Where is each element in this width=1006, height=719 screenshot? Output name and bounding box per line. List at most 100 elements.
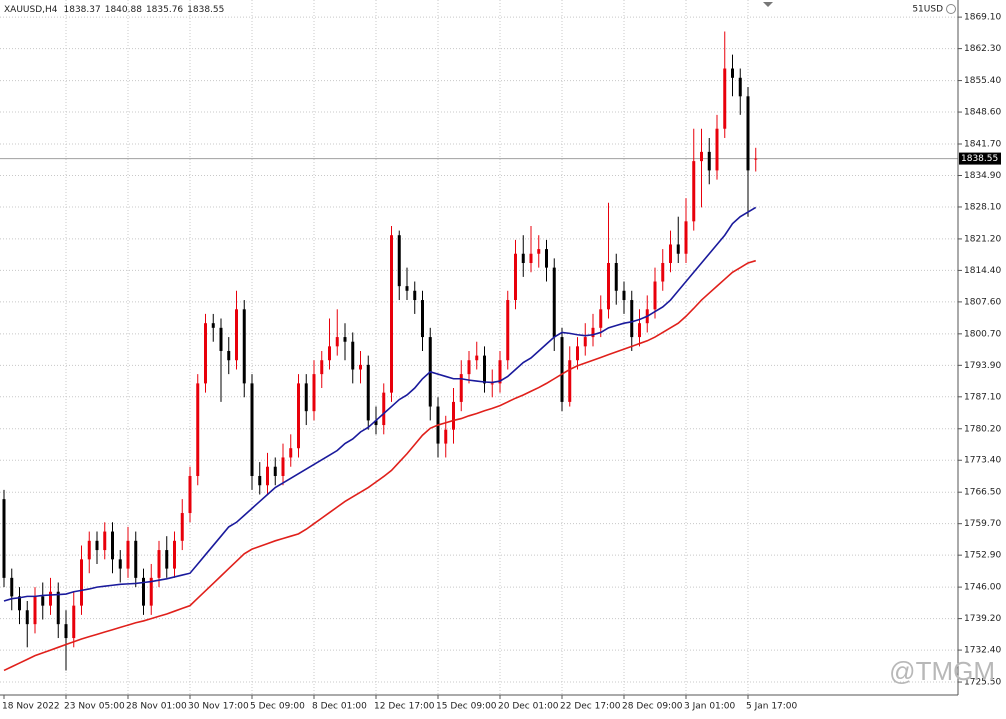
candle-body	[599, 309, 603, 328]
candle-body	[490, 383, 494, 385]
x-tick-label: 23 Nov 05:00	[64, 702, 125, 712]
x-tick-label: 30 Nov 17:00	[188, 702, 249, 712]
candle-body	[188, 475, 192, 514]
candle-body	[72, 605, 76, 639]
high: 1840.88	[105, 5, 142, 15]
candle-body	[2, 499, 6, 578]
candle-body	[18, 596, 21, 611]
plot	[2, 31, 758, 672]
candle-body	[335, 337, 339, 347]
candle-body	[103, 531, 107, 551]
candle-body	[196, 383, 200, 476]
y-tick-label: 1841.70	[964, 140, 1001, 150]
candle-body	[529, 253, 533, 263]
x-tick-label: 8 Dec 01:00	[312, 702, 367, 712]
candle-body	[444, 429, 448, 444]
candle-body	[397, 235, 401, 287]
candle-body	[459, 374, 463, 402]
badge: 51USD	[912, 5, 943, 15]
candle-body	[281, 457, 285, 476]
candle-body	[413, 290, 417, 301]
candle-body	[576, 346, 579, 361]
candle-body	[351, 341, 355, 370]
y-tick-label: 1732.40	[964, 646, 1001, 656]
candle-body	[521, 253, 525, 263]
current-price-label: 1838.55	[961, 154, 998, 164]
candle-body	[638, 323, 641, 338]
candle-body	[707, 151, 711, 171]
candle-body	[118, 559, 122, 569]
candle-body	[684, 221, 688, 254]
axes: 1869.10 1862.30 1855.40 1848.60 1841.70 1834.…	[2, 13, 1001, 712]
candle-body	[289, 448, 293, 458]
y-tick-label: 1725.50	[964, 678, 1001, 688]
y-tick-label: 1787.10	[964, 392, 1001, 402]
y-tick-label: 1746.00	[964, 583, 1001, 593]
candle-body	[320, 360, 324, 375]
candle-body	[304, 383, 308, 412]
candle-body	[607, 262, 610, 310]
candle-body	[591, 327, 595, 338]
candle-body	[33, 596, 37, 625]
candle-body	[483, 355, 486, 384]
candle-body	[475, 355, 479, 361]
candle-body	[583, 337, 587, 347]
candle-body	[149, 577, 153, 606]
header: XAUUSD,H4 1838.37 1840.88 1835.76 1838.55	[4, 5, 224, 15]
y-tick-label: 1807.60	[964, 297, 1001, 307]
candle-body	[545, 249, 548, 268]
candle-body	[242, 309, 246, 384]
x-tick-label: 28 Dec 09:00	[622, 702, 683, 712]
candle-body	[614, 262, 618, 291]
y-tick-label: 1869.10	[964, 13, 1001, 23]
candle-body	[653, 281, 657, 310]
candle-body	[95, 540, 99, 551]
candle-body	[49, 591, 52, 606]
candle-body	[552, 267, 556, 338]
candle-body	[382, 392, 386, 426]
y-tick-label: 1800.70	[964, 329, 1001, 339]
y-tick-label: 1821.20	[964, 234, 1001, 244]
x-tick-label: 28 Nov 01:00	[126, 702, 187, 712]
candle-body	[731, 68, 734, 78]
candle-body	[142, 577, 145, 606]
candle-body	[343, 337, 347, 342]
candle-body	[134, 540, 138, 578]
candle-body	[227, 350, 231, 361]
candle-body	[328, 346, 331, 361]
x-tick-label: 15 Dec 09:00	[436, 702, 497, 712]
candle-body	[235, 309, 238, 361]
y-tick-label: 1739.20	[964, 614, 1001, 624]
candle-body	[180, 513, 184, 541]
candle-body	[669, 244, 672, 263]
candle-body	[211, 323, 215, 328]
x-tick-label: 5 Jan 17:00	[746, 702, 798, 712]
y-tick-label: 1752.90	[964, 551, 1001, 561]
candle-body	[452, 401, 455, 430]
y-tick-label: 1828.10	[964, 202, 1001, 212]
y-tick-label: 1834.90	[964, 171, 1001, 181]
y-tick-label: 1773.40	[964, 456, 1001, 466]
candle-body	[622, 290, 626, 301]
current-price-box	[959, 152, 1001, 165]
moving-average	[3, 206, 757, 602]
candle-body	[498, 360, 502, 384]
close-icon[interactable]	[946, 4, 956, 14]
candle-body	[746, 96, 750, 171]
x-tick-label: 22 Dec 17:00	[560, 702, 621, 712]
candle-body	[366, 364, 370, 421]
grid	[0, 0, 958, 695]
watermark: @TMGM	[889, 656, 995, 686]
candle-body	[514, 253, 517, 301]
candle-body	[390, 235, 393, 393]
candle-body	[87, 540, 91, 560]
y-tick-label: 1759.70	[964, 519, 1001, 529]
candle-body	[723, 68, 727, 129]
moving-average	[3, 259, 756, 672]
candle-body	[568, 360, 572, 402]
candle-body	[250, 383, 254, 476]
candle-body	[630, 300, 634, 338]
y-tick-label: 1855.40	[964, 76, 1001, 86]
